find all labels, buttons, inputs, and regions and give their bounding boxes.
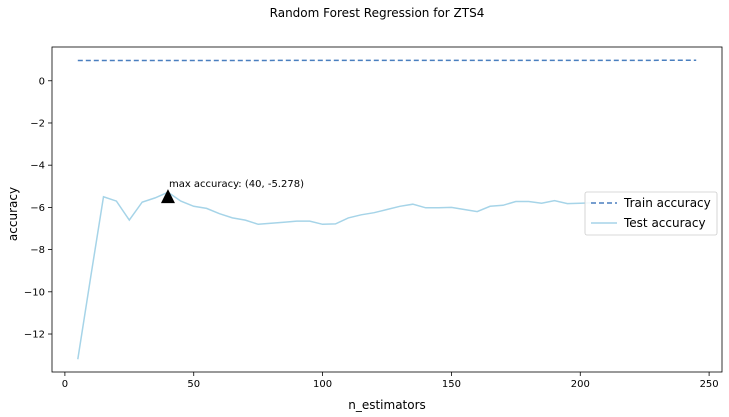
x-tick-label: 250 — [700, 379, 719, 390]
plot-frame — [51, 46, 723, 373]
legend-label-test: Test accuracy — [623, 216, 706, 230]
x-tick-label: 0 — [62, 379, 68, 390]
legend-box — [584, 191, 718, 236]
series-group — [77, 59, 697, 360]
y-tick-label: 0 — [39, 76, 45, 87]
y-tick-label: −2 — [30, 118, 45, 129]
y-tick-label: −12 — [24, 330, 45, 341]
test-accuracy-line — [77, 191, 594, 360]
max-accuracy-marker — [160, 189, 175, 204]
x-tick-label: 100 — [313, 379, 332, 390]
x-tick-label: 150 — [442, 379, 461, 390]
x-axis-ticks: 0 50 100 150 200 250 — [62, 372, 719, 390]
y-tick-label: −6 — [30, 203, 45, 214]
x-axis-label: n_estimators — [348, 398, 426, 412]
legend-label-train: Train accuracy — [623, 196, 711, 210]
y-axis-ticks: 0 −2 −4 −6 −8 −10 −12 — [24, 76, 52, 341]
y-axis-label: accuracy — [6, 187, 20, 241]
y-tick-label: −10 — [24, 287, 45, 298]
x-tick-label: 200 — [571, 379, 590, 390]
annotation-group: max accuracy: (40, -5.278) — [160, 179, 304, 204]
chart-title: Random Forest Regression for ZTS4 — [270, 6, 485, 20]
legend: Train accuracy Test accuracy — [584, 191, 718, 236]
y-tick-label: −4 — [30, 161, 45, 172]
max-accuracy-label: max accuracy: (40, -5.278) — [169, 179, 304, 190]
x-tick-label: 50 — [187, 379, 200, 390]
y-tick-label: −8 — [30, 245, 45, 256]
